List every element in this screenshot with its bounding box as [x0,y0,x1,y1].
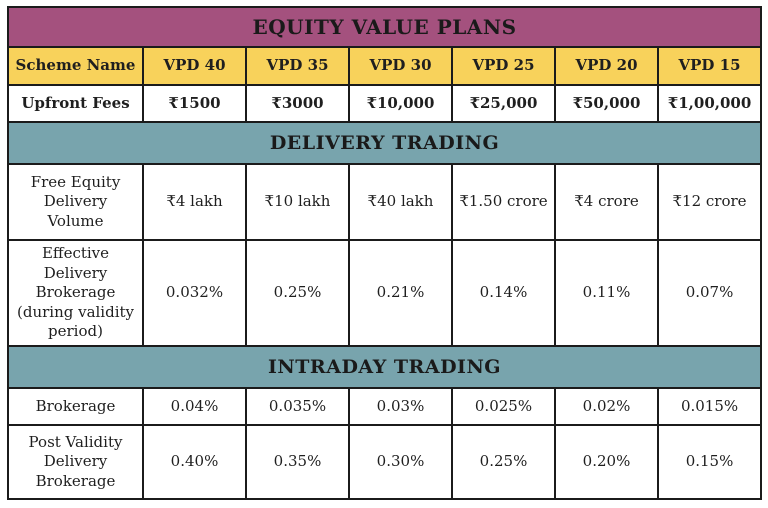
cell-upfront-vpd-35: ₹3000 [245,84,350,123]
row-label-free-equity-delivery-volume: Free Equity Delivery Volume [7,163,144,241]
cell-upfront-vpd-20: ₹50,000 [554,84,659,123]
cell-pv-brokerage-vpd-40: 0.40% [142,424,247,500]
cell-brokerage-vpd-30: 0.03% [348,387,453,426]
cell-upfront-vpd-30: ₹10,000 [348,84,453,123]
row-label-post-validity-delivery-brokerage: Post Validity Delivery Brokerage [7,424,144,500]
cell-upfront-vpd-25: ₹25,000 [451,84,556,123]
cell-eff-brokerage-vpd-40: 0.032% [142,239,247,347]
cell-brokerage-vpd-40: 0.04% [142,387,247,426]
cell-brokerage-vpd-20: 0.02% [554,387,659,426]
section-header-intraday-trading: INTRADAY TRADING [6,345,763,389]
column-header-vpd-25: VPD 25 [451,46,556,86]
brokerage-row: Brokerage 0.04% 0.035% 0.03% 0.025% 0.02… [7,387,763,426]
cell-brokerage-vpd-15: 0.015% [656,387,763,426]
cell-fed-volume-vpd-40: ₹4 lakh [142,163,247,241]
column-header-vpd-40: VPD 40 [142,46,247,86]
row-label-upfront-fees: Upfront Fees [7,84,144,123]
cell-pv-brokerage-vpd-20: 0.20% [554,424,659,500]
cell-eff-brokerage-vpd-15: 0.07% [656,239,763,347]
table-title: EQUITY VALUE PLANS [6,6,763,48]
column-header-vpd-15: VPD 15 [656,46,763,86]
column-header-scheme-name: Scheme Name [7,46,144,86]
cell-fed-volume-vpd-25: ₹1.50 crore [451,163,556,241]
column-header-vpd-30: VPD 30 [348,46,453,86]
column-header-vpd-20: VPD 20 [554,46,659,86]
cell-eff-brokerage-vpd-20: 0.11% [554,239,659,347]
cell-fed-volume-vpd-15: ₹12 crore [656,163,763,241]
section-header-row-delivery: DELIVERY TRADING [6,121,763,165]
column-header-row: Scheme Name VPD 40 VPD 35 VPD 30 VPD 25 … [7,46,763,86]
cell-pv-brokerage-vpd-15: 0.15% [656,424,763,500]
effective-delivery-brokerage-row: Effective Delivery Brokerage (during val… [7,239,763,347]
row-label-brokerage: Brokerage [7,387,144,426]
cell-pv-brokerage-vpd-25: 0.25% [451,424,556,500]
title-row: EQUITY VALUE PLANS [6,6,763,48]
equity-value-plans-table: EQUITY VALUE PLANS Scheme Name VPD 40 VP… [6,6,763,500]
cell-pv-brokerage-vpd-35: 0.35% [245,424,350,500]
cell-fed-volume-vpd-20: ₹4 crore [554,163,659,241]
post-validity-delivery-brokerage-row: Post Validity Delivery Brokerage 0.40% 0… [7,424,763,500]
cell-brokerage-vpd-25: 0.025% [451,387,556,426]
cell-eff-brokerage-vpd-35: 0.25% [245,239,350,347]
cell-eff-brokerage-vpd-25: 0.14% [451,239,556,347]
section-header-delivery-trading: DELIVERY TRADING [6,121,763,165]
cell-fed-volume-vpd-35: ₹10 lakh [245,163,350,241]
row-label-effective-delivery-brokerage: Effective Delivery Brokerage (during val… [7,239,144,347]
cell-upfront-vpd-15: ₹1,00,000 [656,84,763,123]
cell-brokerage-vpd-35: 0.035% [245,387,350,426]
upfront-fees-row: Upfront Fees ₹1500 ₹3000 ₹10,000 ₹25,000… [7,84,763,123]
column-header-vpd-35: VPD 35 [245,46,350,86]
cell-upfront-vpd-40: ₹1500 [142,84,247,123]
cell-fed-volume-vpd-30: ₹40 lakh [348,163,453,241]
cell-pv-brokerage-vpd-30: 0.30% [348,424,453,500]
section-header-row-intraday: INTRADAY TRADING [6,345,763,389]
cell-eff-brokerage-vpd-30: 0.21% [348,239,453,347]
free-equity-delivery-volume-row: Free Equity Delivery Volume ₹4 lakh ₹10 … [7,163,763,241]
